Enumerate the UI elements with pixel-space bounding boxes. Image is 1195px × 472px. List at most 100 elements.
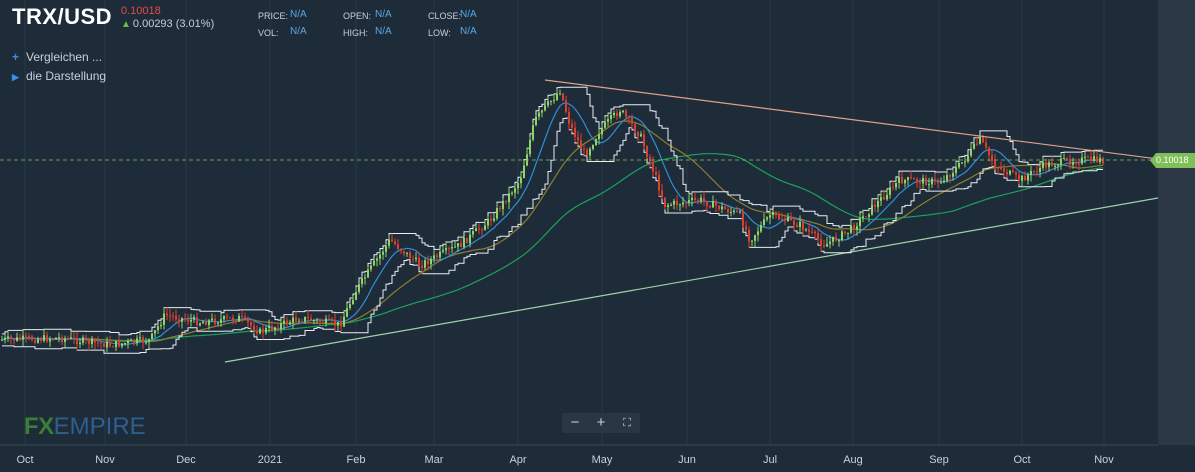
candle [25, 335, 27, 337]
candle [532, 125, 534, 140]
candle [595, 139, 597, 146]
candle [559, 93, 561, 95]
candle [955, 167, 957, 174]
candle [586, 149, 588, 156]
candle [940, 182, 942, 184]
candle [19, 337, 21, 340]
candle [391, 239, 393, 242]
candle [46, 335, 48, 342]
moving-average-slow [1, 153, 1104, 342]
candle [676, 200, 678, 205]
candle [370, 265, 372, 270]
candle [337, 321, 339, 326]
candle [745, 226, 747, 230]
candle [454, 246, 456, 248]
candle [484, 225, 486, 231]
candle [445, 248, 447, 251]
candle [217, 322, 219, 324]
candle [343, 316, 345, 327]
candle [949, 175, 951, 177]
candle [151, 333, 153, 340]
candle [460, 243, 462, 248]
zoom-out-button[interactable]: − [570, 414, 580, 431]
up-arrow-icon: ▲ [121, 19, 131, 30]
candle [640, 134, 642, 137]
candle [496, 208, 498, 219]
channel-upper [2, 86, 1103, 336]
candle [925, 177, 927, 186]
candle [241, 315, 243, 317]
candle [448, 248, 450, 250]
candle [685, 202, 687, 204]
candle [37, 339, 39, 343]
candle [514, 188, 516, 193]
candle [682, 202, 684, 205]
candle [490, 218, 492, 221]
candle [1087, 156, 1089, 158]
candle [997, 167, 999, 169]
candle [631, 117, 633, 124]
candle [568, 112, 570, 124]
compare-label: Vergleichen ... [26, 50, 103, 64]
candle [598, 134, 600, 140]
price-value: N/A [290, 9, 307, 20]
candle [937, 179, 939, 183]
candle [103, 343, 105, 348]
candle [808, 229, 810, 232]
candle [247, 317, 249, 323]
candle [622, 110, 624, 113]
candle [487, 218, 489, 226]
candle [781, 219, 783, 221]
candle [7, 336, 9, 338]
candle [403, 250, 405, 254]
candle [244, 316, 246, 318]
candle [382, 251, 384, 255]
fullscreen-button[interactable]: ⛶ [623, 417, 631, 429]
candle [673, 200, 675, 205]
candle [661, 190, 663, 198]
low-value: N/A [460, 26, 477, 37]
candle [577, 137, 579, 141]
candle [613, 112, 615, 116]
candle [274, 327, 276, 331]
candle [187, 319, 189, 322]
candle [223, 316, 225, 320]
candle [679, 204, 681, 206]
x-tick-label: Apr [509, 454, 527, 466]
candle [301, 321, 303, 323]
candle [238, 315, 240, 322]
candle [799, 221, 801, 228]
candle [61, 337, 63, 342]
candle [367, 269, 369, 278]
candle [994, 160, 996, 168]
candle [355, 291, 357, 300]
display-button[interactable]: ▶ die Darstellung [12, 69, 106, 83]
candle [832, 236, 834, 242]
candle [535, 116, 537, 126]
candle [835, 236, 837, 241]
candle [211, 318, 213, 321]
candle [148, 339, 150, 343]
candle [208, 320, 210, 326]
resistance-line [544, 79, 1159, 160]
candle [703, 197, 705, 202]
candle [754, 235, 756, 241]
candle [547, 101, 549, 106]
zoom-in-button[interactable]: + [596, 414, 606, 431]
candle [91, 338, 93, 344]
candle [97, 342, 99, 344]
candle [1027, 175, 1029, 181]
candle [850, 225, 852, 233]
candle [436, 255, 438, 258]
candle [70, 337, 72, 339]
candle [721, 206, 723, 210]
candle [346, 308, 348, 317]
x-tick-label: Mar [424, 454, 444, 466]
candle [67, 338, 69, 340]
candle [463, 237, 465, 248]
compare-button[interactable]: + Vergleichen ... [12, 50, 102, 64]
candle [619, 112, 621, 117]
candle [1033, 170, 1035, 172]
candle [52, 339, 54, 341]
